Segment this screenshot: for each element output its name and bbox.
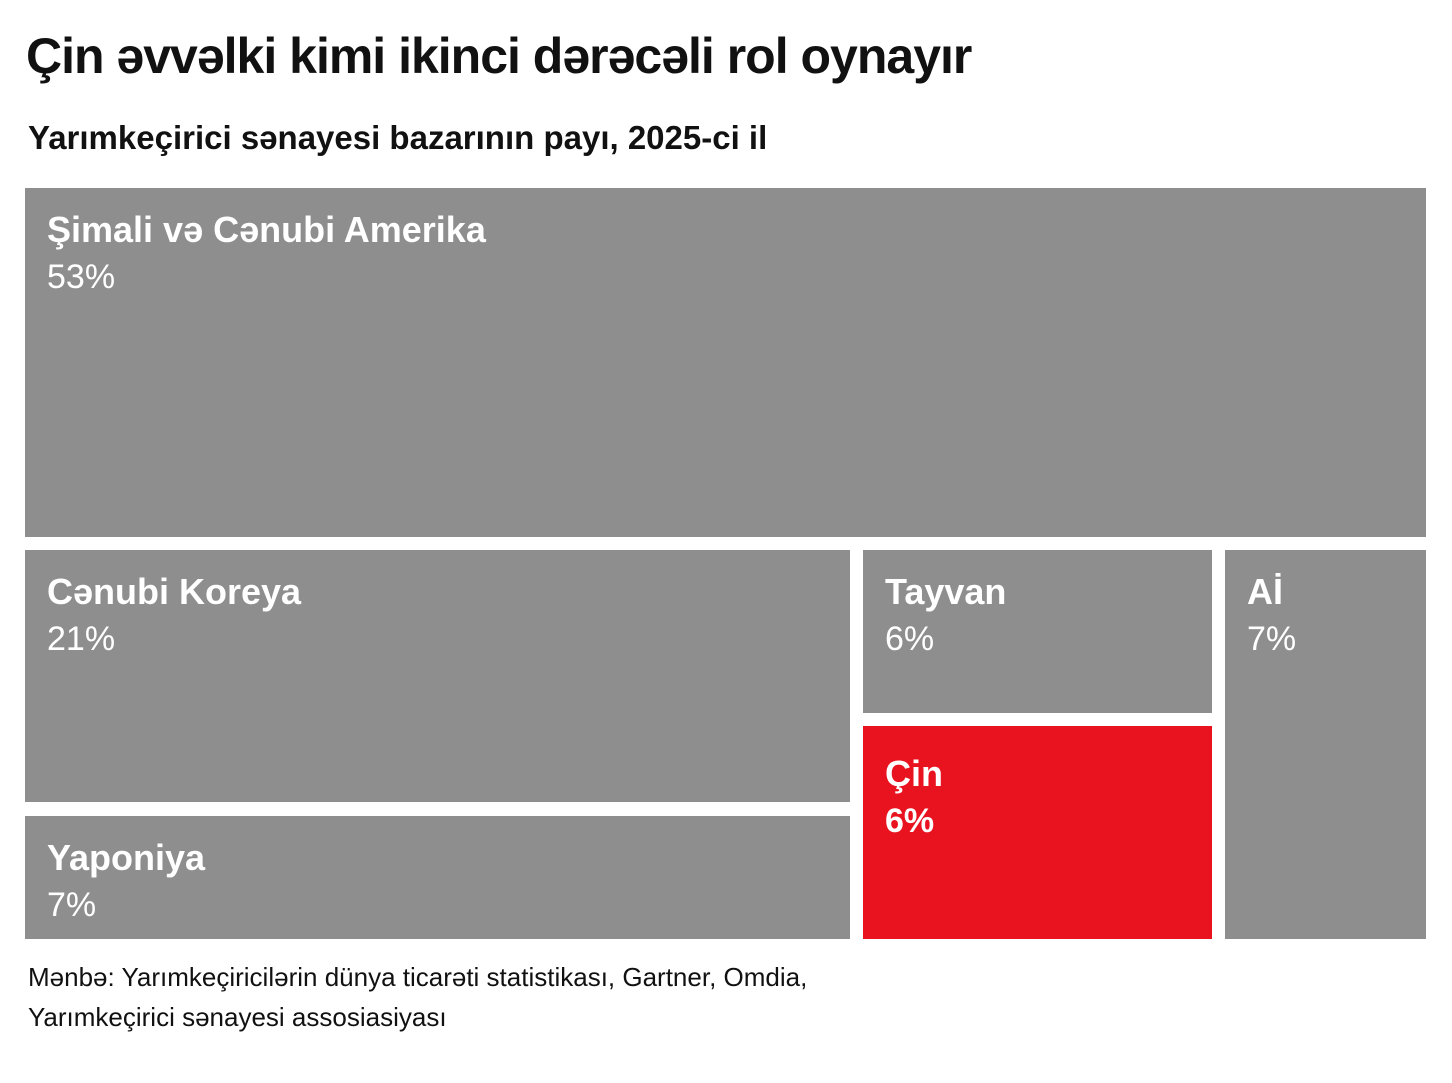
- treemap-tile-tayvan: Tayvan 6%: [863, 550, 1212, 713]
- source-line-1: Mənbə: Yarımkeçiricilərin dünya ticarəti…: [28, 962, 808, 992]
- tile-label: Şimali və Cənubi Amerika: [47, 209, 486, 250]
- source-note: Mənbə: Yarımkeçiricilərin dünya ticarəti…: [28, 957, 807, 1037]
- treemap-tile-ai: Aİ 7%: [1225, 550, 1426, 939]
- treemap-tile-cenubi-koreya: Cənubi Koreya 21%: [25, 550, 850, 802]
- tile-value: 7%: [1247, 620, 1297, 659]
- tile-label: Yaponiya: [47, 837, 206, 878]
- treemap-tile-cin: Çin 6%: [863, 726, 1212, 939]
- chart-title: Çin əvvəlki kimi ikinci dərəcəli rol oyn…: [26, 28, 972, 84]
- tile-label: Çin: [885, 753, 943, 794]
- tile-label: Aİ: [1247, 571, 1283, 612]
- source-line-2: Yarımkeçirici sənayesi assosiasiyası: [28, 1002, 447, 1032]
- chart-subtitle: Yarımkeçirici sənayesi bazarının payı, 2…: [28, 119, 768, 156]
- tile-value: 7%: [47, 886, 97, 925]
- treemap-tile-yaponiya: Yaponiya 7%: [25, 816, 850, 939]
- tile-value: 6%: [885, 802, 935, 841]
- treemap-tile-simali-ve-cenubi-amerika: Şimali və Cənubi Amerika 53%: [25, 188, 1426, 537]
- tile-label: Tayvan: [885, 571, 1007, 612]
- tile-label: Cənubi Koreya: [47, 571, 302, 612]
- treemap: Şimali və Cənubi Amerika 53% Cənubi Koreya…: [25, 188, 1426, 939]
- tile-value: 21%: [47, 620, 116, 659]
- tile-value: 6%: [885, 620, 935, 659]
- tile-value: 53%: [47, 258, 116, 297]
